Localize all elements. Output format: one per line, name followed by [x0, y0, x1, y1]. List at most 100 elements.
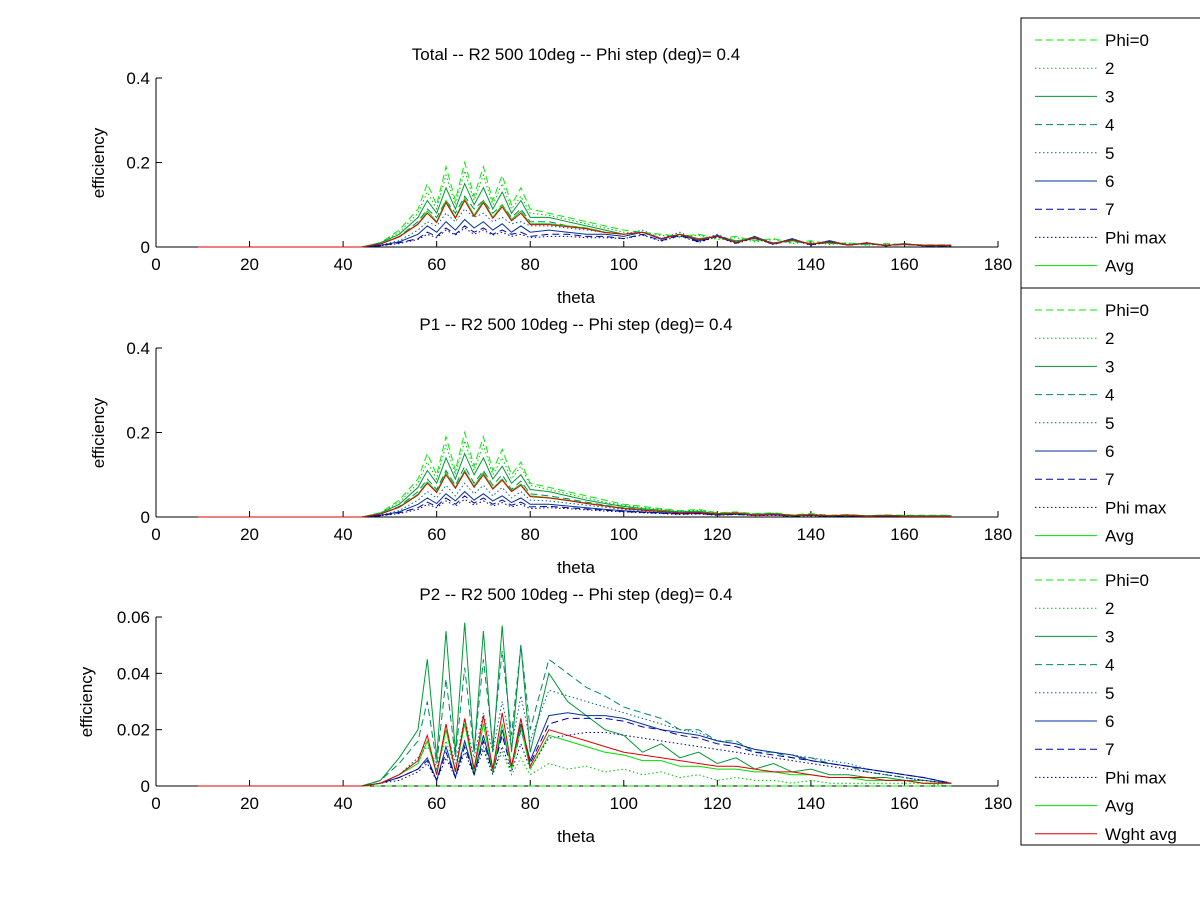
y-tick-label: 0: [141, 508, 150, 527]
x-tick-label: 180: [984, 794, 1012, 813]
legend-entry-label: 2: [1105, 329, 1114, 348]
x-tick-label: 0: [151, 525, 160, 544]
series-line-5: [198, 482, 952, 518]
x-tick-label: 80: [521, 525, 540, 544]
legend-entry-label: 5: [1105, 144, 1114, 163]
subplot-p1: P1 -- R2 500 10deg -- Phi step (deg)= 0.…: [89, 287, 1200, 577]
x-tick-label: 0: [151, 255, 160, 274]
legend-entry-label: 4: [1105, 386, 1114, 405]
legend-entry-label: 3: [1105, 357, 1114, 376]
x-tick-label: 80: [521, 255, 540, 274]
legend-entry-label: Avg: [1105, 257, 1134, 276]
legend-entry-label: 5: [1105, 684, 1114, 703]
x-tick-label: 100: [610, 525, 638, 544]
x-tick-label: 60: [427, 255, 446, 274]
subplot-p2: P2 -- R2 500 10deg -- Phi step (deg)= 0.…: [77, 557, 1200, 846]
x-axis-label: theta: [557, 558, 595, 577]
series-line-2: [198, 439, 952, 518]
x-tick-label: 160: [890, 794, 918, 813]
y-axis-label: efficiency: [77, 666, 96, 737]
x-tick-label: 120: [703, 794, 731, 813]
subplot-title: Total -- R2 500 10deg -- Phi step (deg)=…: [412, 45, 740, 64]
legend-entry-label: 5: [1105, 414, 1114, 433]
legend-entry-label: 4: [1105, 656, 1114, 675]
x-tick-label: 160: [890, 525, 918, 544]
x-tick-label: 40: [334, 794, 353, 813]
x-tick-label: 40: [334, 255, 353, 274]
legend-box: [1020, 557, 1200, 846]
y-tick-label: 0.2: [126, 154, 150, 173]
legend-entry-label: 2: [1105, 59, 1114, 78]
series-line-7: [198, 495, 952, 518]
y-tick-label: 0.2: [126, 424, 150, 443]
subplot-title: P1 -- R2 500 10deg -- Phi step (deg)= 0.…: [419, 315, 732, 334]
legend-entry-label: 6: [1105, 712, 1114, 731]
legend-entry-label: Phi max: [1105, 768, 1167, 787]
x-tick-label: 100: [610, 794, 638, 813]
legend-entry-label: 3: [1105, 627, 1114, 646]
legend-entry-label: 6: [1105, 172, 1114, 191]
series-line-wght-avg: [198, 199, 952, 248]
legend-entry-label: Avg: [1105, 527, 1134, 546]
y-tick-label: 0.02: [117, 721, 150, 740]
legend-entry-label: 6: [1105, 442, 1114, 461]
x-axis-label: theta: [557, 288, 595, 307]
x-tick-label: 20: [240, 255, 259, 274]
y-axis-label: efficiency: [89, 127, 108, 198]
y-tick-label: 0: [141, 238, 150, 257]
series-line-4: [198, 645, 952, 787]
legend-entry-label: Wght avg: [1105, 825, 1177, 844]
series-line-phi-max: [198, 498, 952, 518]
x-tick-label: 60: [427, 525, 446, 544]
legend-entry-label: 4: [1105, 116, 1114, 135]
series-line-2: [198, 739, 952, 787]
legend-entry-label: Avg: [1105, 797, 1134, 816]
series-line-wght-avg: [198, 471, 952, 518]
x-tick-label: 180: [984, 525, 1012, 544]
x-tick-label: 80: [521, 794, 540, 813]
y-tick-label: 0.4: [126, 339, 150, 358]
subplot-total: Total -- R2 500 10deg -- Phi step (deg)=…: [89, 17, 1200, 307]
x-tick-label: 100: [610, 255, 638, 274]
x-tick-label: 120: [703, 525, 731, 544]
series-line-phi-0: [198, 430, 952, 518]
legend-entry-label: Phi max: [1105, 498, 1167, 517]
legend-entry-label: Phi=0: [1105, 571, 1149, 590]
legend-entry-label: Phi=0: [1105, 301, 1149, 320]
series-line-4: [198, 465, 952, 518]
x-tick-label: 160: [890, 255, 918, 274]
x-tick-label: 20: [240, 794, 259, 813]
legend-entry-label: 2: [1105, 599, 1114, 618]
series-line-7: [198, 717, 952, 787]
series-line-wght-avg: [198, 712, 952, 787]
y-tick-label: 0.04: [117, 664, 150, 683]
legend-entry-label: Phi=0: [1105, 31, 1149, 50]
legend-entry-label: 7: [1105, 200, 1114, 219]
y-axis-label: efficiency: [89, 397, 108, 468]
y-tick-label: 0: [141, 777, 150, 796]
y-tick-label: 0.06: [117, 608, 150, 627]
x-tick-label: 20: [240, 525, 259, 544]
legend: Phi=0 2 3 4 5 6 7 Phi max Avg Wght avg: [1020, 557, 1200, 846]
legend-entry-label: 7: [1105, 740, 1114, 759]
y-tick-label: 0.4: [126, 69, 150, 88]
x-tick-label: 0: [151, 794, 160, 813]
legend-entry-label: Phi max: [1105, 228, 1167, 247]
x-tick-label: 140: [797, 794, 825, 813]
legend-entry-label: 7: [1105, 470, 1114, 489]
x-tick-label: 60: [427, 794, 446, 813]
x-tick-label: 40: [334, 525, 353, 544]
legend-entry-label: 3: [1105, 87, 1114, 106]
x-tick-label: 140: [797, 525, 825, 544]
series-line-2: [198, 169, 952, 248]
x-tick-label: 180: [984, 255, 1012, 274]
x-tick-label: 140: [797, 255, 825, 274]
subplot-title: P2 -- R2 500 10deg -- Phi step (deg)= 0.…: [419, 585, 732, 604]
series-line-phi-max: [198, 732, 952, 787]
x-tick-label: 120: [703, 255, 731, 274]
x-axis-label: theta: [557, 827, 595, 846]
